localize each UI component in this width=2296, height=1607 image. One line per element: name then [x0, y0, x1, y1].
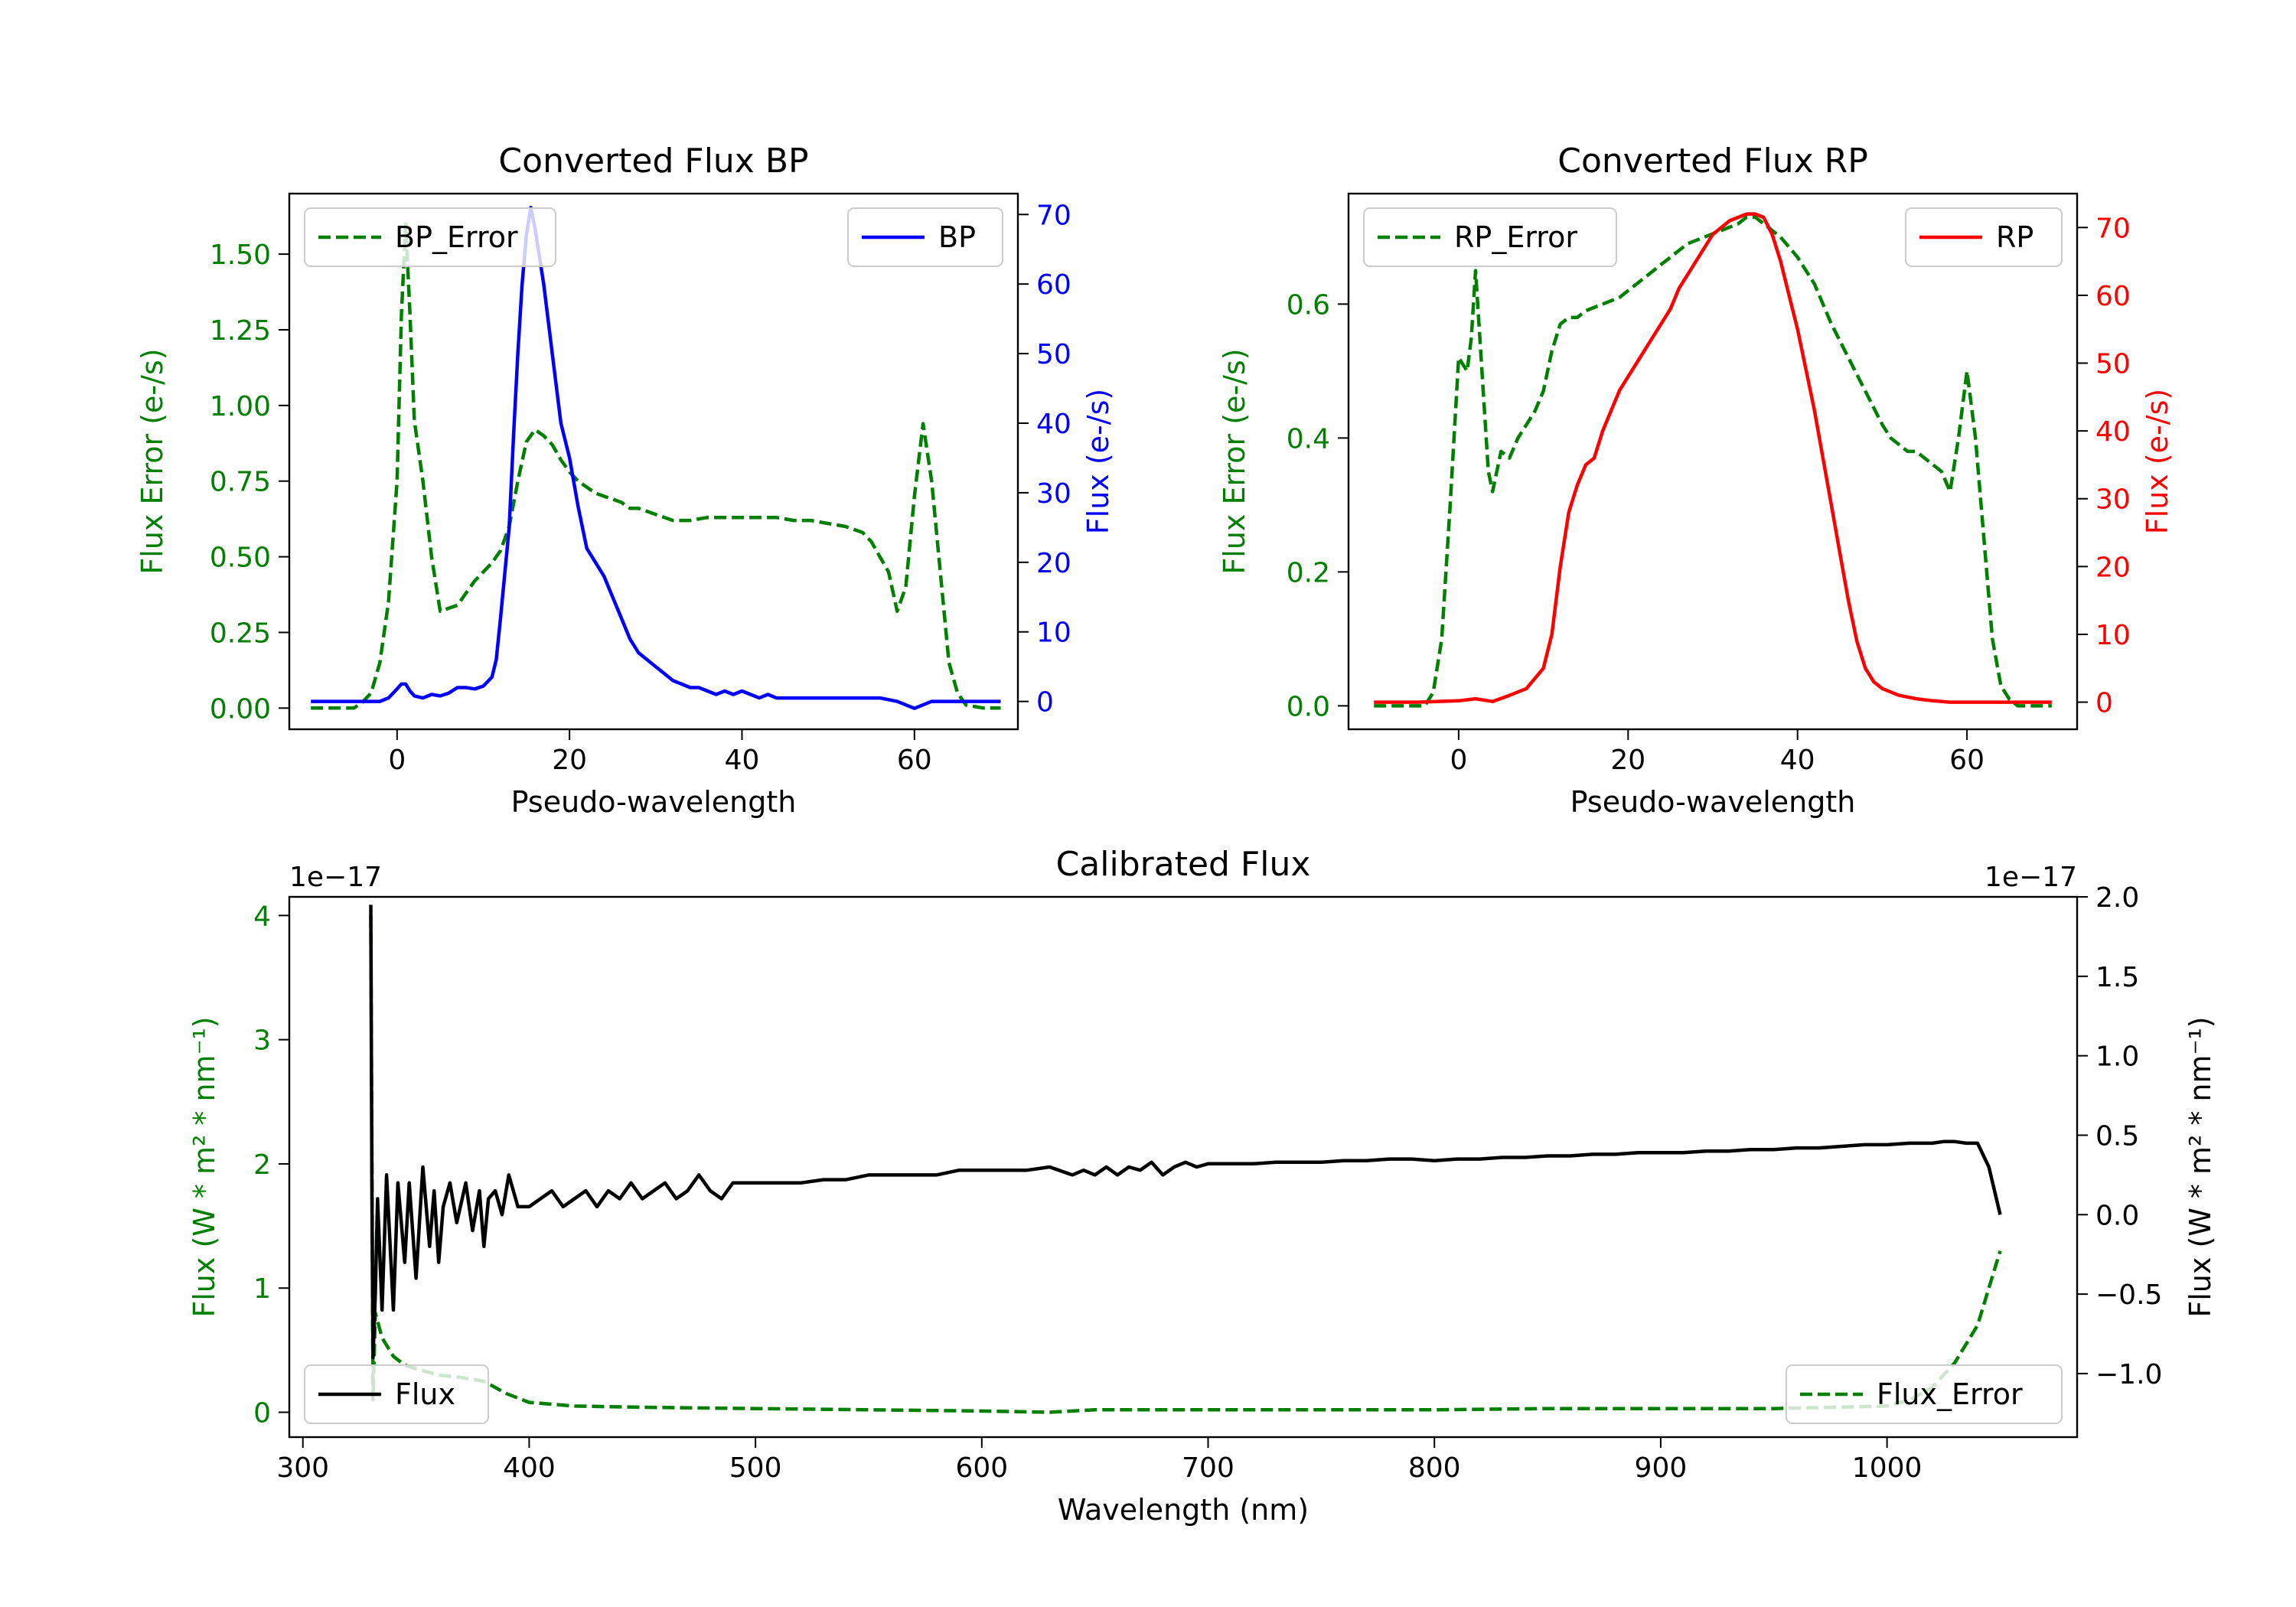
- cal-legend-box: [304, 1364, 489, 1424]
- bp-right-y-tick-label: 70: [1036, 200, 1071, 231]
- rp-legend-box: [1363, 207, 1617, 267]
- bp-right-y-tick-label: 40: [1036, 409, 1071, 440]
- bp-legend-box: [847, 207, 1003, 267]
- bp-x-tick-label: 20: [552, 745, 587, 776]
- rp-right-y-tick-label: 50: [2095, 349, 2131, 380]
- cal-left-y-axis-label: Flux (W * m² * nm⁻¹): [188, 1016, 221, 1317]
- bp-x-tick-label: 60: [897, 745, 932, 776]
- rp-plot-frame: [1347, 192, 2079, 731]
- cal-x-tick-label: 500: [729, 1452, 782, 1484]
- rp-x-tick-label: 0: [1450, 745, 1467, 776]
- rp-right-y-tick-label: 20: [2095, 552, 2131, 583]
- rp-left-y-tick-label: 0.0: [1287, 691, 1330, 722]
- bp-right-y-tick-label: 30: [1036, 478, 1071, 510]
- rp-x-tick-label: 40: [1780, 745, 1815, 776]
- rp-left-y-tick-label: 0.4: [1287, 423, 1330, 455]
- rp-x-axis-label: Pseudo-wavelength: [1570, 785, 1856, 819]
- bp-left-y-tick-label: 1.25: [210, 315, 271, 347]
- cal-left-y-tick-label: 3: [253, 1025, 271, 1057]
- cal-right-y-tick-label: −1.0: [2095, 1359, 2162, 1390]
- cal-right-y-tick-label: −0.5: [2095, 1279, 2162, 1311]
- rp-series-rp-line: [1374, 212, 2052, 704]
- rp-right-y-tick-label: 40: [2095, 416, 2131, 448]
- cal-x-tick-label: 700: [1182, 1452, 1234, 1484]
- rp-x-tick-label: 60: [1949, 745, 1985, 776]
- rp-left-y-axis-label: Flux Error (e-/s): [1218, 348, 1251, 574]
- cal-left-y-tick-label: 1: [253, 1273, 271, 1305]
- bp-chart-title: Converted Flux BP: [498, 142, 808, 181]
- cal-series-flux-line: [369, 905, 2002, 1360]
- bp-legend-label: BP_Error: [395, 220, 518, 254]
- bp-left-y-axis-label: Flux Error (e-/s): [135, 348, 169, 574]
- bp-x-tick-label: 0: [388, 745, 406, 776]
- rp-chart-title: Converted Flux RP: [1557, 142, 1868, 181]
- bp-left-y-tick-label: 0.25: [210, 618, 271, 649]
- cal-x-tick-label: 600: [955, 1452, 1008, 1484]
- rp-legend-box: [1905, 207, 2063, 267]
- cal-left-offset-text: 1e−17: [289, 862, 382, 893]
- rp-series-rp-error-line: [1374, 215, 2052, 708]
- cal-right-y-tick-label: 2.0: [2095, 882, 2139, 914]
- bp-left-y-tick-label: 0.00: [210, 693, 271, 725]
- cal-left-y-tick-label: 4: [253, 901, 271, 932]
- rp-left-y-tick-label: 0.6: [1287, 289, 1330, 321]
- rp-left-y-tick-label: 0.2: [1287, 557, 1330, 588]
- bp-right-y-tick-label: 20: [1036, 548, 1071, 579]
- rp-right-y-tick-label: 0: [2095, 688, 2113, 719]
- bp-legend-label: BP: [938, 220, 976, 254]
- cal-left-y-tick-label: 2: [253, 1149, 271, 1181]
- rp-x-tick-label: 20: [1610, 745, 1645, 776]
- bp-right-y-axis-label: Flux (e-/s): [1081, 389, 1115, 534]
- bp-right-y-tick-label: 50: [1036, 339, 1071, 370]
- rp-right-y-axis-label: Flux (e-/s): [2141, 389, 2174, 534]
- cal-legend-label: Flux_Error: [1877, 1377, 2023, 1411]
- cal-right-y-tick-label: 1.5: [2095, 962, 2139, 993]
- bp-x-tick-label: 40: [725, 745, 760, 776]
- cal-plot-frame: [288, 895, 2079, 1439]
- rp-legend-label: RP: [1996, 220, 2033, 254]
- cal-x-tick-label: 800: [1408, 1452, 1461, 1484]
- cal-x-tick-label: 400: [503, 1452, 556, 1484]
- cal-x-tick-label: 900: [1635, 1452, 1688, 1484]
- rp-right-y-tick-label: 10: [2095, 620, 2131, 651]
- cal-right-y-tick-label: 1.0: [2095, 1041, 2139, 1073]
- bp-legend-box: [304, 207, 556, 267]
- cal-left-y-tick-label: 0: [253, 1398, 271, 1429]
- cal-chart-title: Calibrated Flux: [1056, 845, 1311, 884]
- cal-legend-label: Flux: [395, 1377, 455, 1411]
- rp-legend-label: RP_Error: [1454, 220, 1577, 254]
- bp-series-bp-line: [311, 205, 1001, 710]
- bp-left-y-tick-label: 1.50: [210, 240, 271, 271]
- cal-x-tick-label: 1000: [1852, 1452, 1923, 1484]
- bp-plot-frame: [288, 192, 1019, 731]
- bp-right-y-tick-label: 10: [1036, 618, 1071, 649]
- bp-left-y-tick-label: 0.75: [210, 467, 271, 498]
- cal-legend-box: [1786, 1364, 2063, 1424]
- cal-x-tick-label: 300: [276, 1452, 329, 1484]
- cal-right-offset-text: 1e−17: [1985, 862, 2077, 893]
- rp-right-y-tick-label: 30: [2095, 484, 2131, 516]
- cal-right-y-tick-label: 0.0: [2095, 1200, 2139, 1231]
- bp-right-y-tick-label: 60: [1036, 269, 1071, 301]
- cal-x-axis-label: Wavelength (nm): [1058, 1493, 1309, 1527]
- bp-right-y-tick-label: 0: [1036, 687, 1054, 719]
- rp-right-y-tick-label: 60: [2095, 281, 2131, 312]
- cal-right-y-tick-label: 0.5: [2095, 1120, 2139, 1152]
- bp-left-y-tick-label: 1.00: [210, 391, 271, 422]
- rp-right-y-tick-label: 70: [2095, 213, 2131, 244]
- bp-series-bp-error-line: [311, 222, 1001, 710]
- cal-right-y-axis-label: Flux (W * m² * nm⁻¹): [2183, 1016, 2217, 1317]
- bp-left-y-tick-label: 0.50: [210, 543, 271, 574]
- bp-x-axis-label: Pseudo-wavelength: [511, 785, 797, 819]
